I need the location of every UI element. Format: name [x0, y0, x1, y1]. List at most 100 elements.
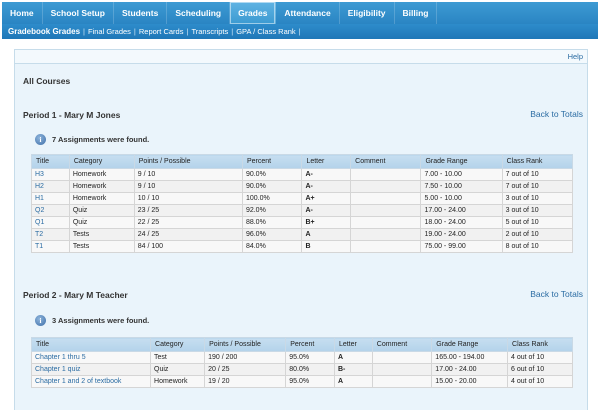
table-cell: 165.00 - 194.00	[431, 351, 509, 364]
table-cell: 4 out of 10	[507, 375, 573, 388]
subnav-transcripts[interactable]: Transcripts	[191, 27, 229, 36]
table-cell: Homework	[68, 180, 135, 193]
subnav-gpa-class-rank[interactable]: GPA / Class Rank	[236, 27, 296, 36]
table-cell: 15.00 - 20.00	[431, 375, 509, 388]
table-row: Chapter 1 quiz Quiz 20 / 25 80.0% B- 17.00 - …	[30, 363, 573, 376]
table-cell: Quiz	[150, 363, 206, 376]
tab-grades[interactable]: Grades	[230, 2, 277, 24]
subnav-gradebook-grades[interactable]: Gradebook Grades	[8, 27, 81, 36]
column-header-category[interactable]: Category	[150, 337, 206, 352]
table-cell: Quiz	[68, 216, 135, 229]
assignment-title-link[interactable]: T2	[31, 228, 70, 241]
column-header-comment[interactable]: Comment	[371, 337, 433, 352]
tab-school-setup[interactable]: School Setup	[43, 2, 114, 24]
assignment-title-link[interactable]: Chapter 1 and 2 of textbook	[30, 375, 152, 388]
tab-students[interactable]: Students	[114, 2, 168, 24]
column-header-percent[interactable]: Percent	[241, 154, 303, 169]
table-cell	[350, 204, 422, 217]
table-cell: A-	[301, 204, 352, 217]
sub-nav: Gradebook Grades | Final Grades | Report Car…	[2, 24, 598, 39]
column-header-title[interactable]: Title	[30, 337, 152, 352]
help-link[interactable]: Help	[567, 52, 583, 61]
table-cell: 23 / 25	[133, 204, 243, 217]
table-cell	[371, 351, 433, 364]
column-header-grade-range[interactable]: Grade Range	[420, 154, 503, 169]
column-header-letter[interactable]: Letter	[333, 337, 373, 352]
table-row: T1 Tests 84 / 100 84.0% B 75.00 - 99.00 8 out …	[31, 240, 574, 253]
table-cell: Tests	[68, 240, 135, 253]
tab-attendance[interactable]: Attendance	[276, 2, 340, 24]
assignment-title-link[interactable]: H3	[31, 168, 70, 181]
period-2-back-to-totals-link[interactable]: Back to Totals	[530, 289, 583, 299]
table-cell: 10 / 10	[133, 192, 243, 205]
assignment-title-link[interactable]: H1	[31, 192, 70, 205]
column-header-letter[interactable]: Letter	[301, 154, 352, 169]
column-header-percent[interactable]: Percent	[285, 337, 335, 352]
table-cell: B+	[301, 216, 352, 229]
table-cell: 22 / 25	[133, 216, 243, 229]
table-cell: 4 out of 10	[507, 351, 573, 364]
table-cell: 24 / 25	[133, 228, 243, 241]
tab-home[interactable]: Home	[2, 2, 43, 24]
table-header-row: Title Category Points / Possible Percent Let…	[31, 154, 574, 169]
table-cell: 90.0%	[241, 168, 303, 181]
column-header-title[interactable]: Title	[31, 154, 70, 169]
column-header-class-rank[interactable]: Class Rank	[501, 154, 574, 169]
table-cell: Tests	[68, 228, 135, 241]
assignment-title-link[interactable]: Chapter 1 quiz	[30, 363, 152, 376]
tab-eligibility[interactable]: Eligibility	[340, 2, 395, 24]
table-cell	[371, 363, 433, 376]
table-cell: 95.0%	[285, 375, 335, 388]
table-cell	[350, 168, 422, 181]
subnav-final-grades[interactable]: Final Grades	[87, 27, 131, 36]
table-cell: A	[333, 351, 373, 364]
column-header-grade-range[interactable]: Grade Range	[431, 337, 509, 352]
table-cell: 96.0%	[241, 228, 303, 241]
column-header-comment[interactable]: Comment	[350, 154, 422, 169]
table-cell	[350, 192, 422, 205]
table-cell: Homework	[68, 192, 135, 205]
main-panel: Help All Courses Period 1 - Mary M Jones…	[14, 49, 588, 410]
column-header-points-possible[interactable]: Points / Possible	[204, 337, 287, 352]
assignment-title-link[interactable]: Q2	[31, 204, 70, 217]
tab-billing[interactable]: Billing	[395, 2, 438, 24]
table-cell: 90.0%	[241, 180, 303, 193]
table-cell: 100.0%	[241, 192, 303, 205]
period-2-assignments-table: Title Category Points / Possible Percent Let…	[30, 337, 573, 388]
table-row: H3 Homework 9 / 10 90.0% A- 7.00 - 10.00 7 out…	[31, 168, 574, 181]
column-header-class-rank[interactable]: Class Rank	[507, 337, 573, 352]
table-cell	[350, 240, 422, 253]
subnav-separator: |	[298, 27, 301, 36]
table-cell: 84.0%	[241, 240, 303, 253]
table-cell: 92.0%	[241, 204, 303, 217]
subnav-report-cards[interactable]: Report Cards	[138, 27, 184, 36]
page-title: All Courses	[23, 76, 71, 86]
table-cell: 9 / 10	[133, 168, 243, 181]
period-2-title: Period 2 - Mary M Teacher	[23, 290, 128, 300]
table-cell: 17.00 - 24.00	[431, 363, 509, 376]
assignment-title-link[interactable]: Q1	[31, 216, 70, 229]
info-icon: i	[35, 134, 46, 145]
period-1-found-message: i 7 Assignments were found.	[35, 134, 149, 145]
assignment-title-link[interactable]: H2	[31, 180, 70, 193]
table-row: Chapter 1 thru 5 Test 190 / 200 95.0% A 165.0…	[30, 351, 573, 364]
table-cell: B	[301, 240, 352, 253]
period-1-back-to-totals-link[interactable]: Back to Totals	[530, 109, 583, 119]
table-cell: 75.00 - 99.00	[420, 240, 503, 253]
period-1-assignments-table: Title Category Points / Possible Percent Let…	[31, 154, 574, 253]
table-cell: A	[333, 375, 373, 388]
table-cell: A-	[301, 168, 352, 181]
column-header-category[interactable]: Category	[68, 154, 135, 169]
period-2-found-text: 3 Assignments were found.	[52, 316, 150, 325]
assignment-title-link[interactable]: T1	[31, 240, 70, 253]
table-cell: 7 out of 10	[501, 180, 574, 193]
table-cell	[371, 375, 433, 388]
column-header-points-possible[interactable]: Points / Possible	[133, 154, 243, 169]
table-row: H2 Homework 9 / 10 90.0% A- 7.50 - 10.00 7 out…	[31, 180, 574, 193]
assignment-title-link[interactable]: Chapter 1 thru 5	[30, 351, 152, 364]
tab-scheduling[interactable]: Scheduling	[167, 2, 231, 24]
subnav-separator: |	[83, 27, 85, 36]
table-cell: 5.00 - 10.00	[420, 192, 503, 205]
subnav-separator: |	[186, 27, 189, 36]
table-cell: 19.00 - 24.00	[420, 228, 503, 241]
